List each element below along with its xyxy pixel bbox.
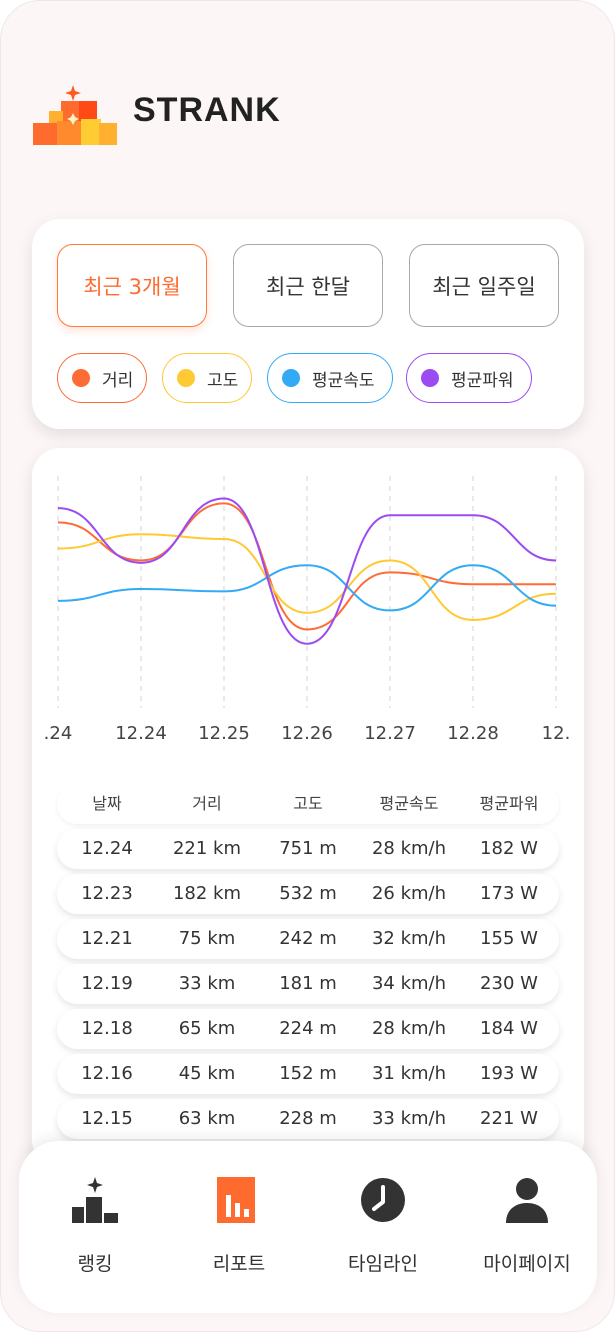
metric-chip-elevation[interactable]: 고도 (162, 353, 252, 403)
strank-logo-icon (33, 85, 117, 145)
cell-avg-power: 173 W (480, 883, 538, 904)
cell-date: 12.18 (81, 1018, 133, 1039)
table-row[interactable]: 12.19 33 km 181 m 34 km/h 230 W (57, 964, 559, 1004)
cell-elevation: 152 m (279, 1063, 337, 1084)
x-tick-label: 12.25 (198, 723, 250, 744)
series-line-3 (57, 497, 557, 645)
x-tick-label: 12.28 (447, 723, 499, 744)
table-row[interactable]: 12.16 45 km 152 m 31 km/h 193 W (57, 1054, 559, 1094)
table-row[interactable]: 12.24 221 km 751 m 28 km/h 182 W (57, 829, 559, 869)
x-tick-label: 12.27 (364, 723, 416, 744)
cell-distance: 65 km (178, 1018, 236, 1039)
cell-avg-speed: 28 km/h (371, 1018, 447, 1039)
cell-distance: 182 km (172, 883, 242, 904)
cell-avg-speed: 34 km/h (371, 973, 447, 994)
series-line-2 (57, 564, 557, 612)
cell-avg-speed: 33 km/h (371, 1108, 447, 1129)
nav-report[interactable]: 리포트 (167, 1141, 311, 1313)
cell-elevation: 228 m (279, 1108, 337, 1129)
header-avg-speed: 평균속도 (379, 794, 439, 813)
person-icon (506, 1178, 548, 1223)
nav-label: 리포트 (212, 1253, 266, 1275)
brand-name: STRANK (133, 91, 281, 129)
cell-elevation: 532 m (279, 883, 337, 904)
metric-label: 고도 (207, 370, 239, 391)
cell-avg-power: 184 W (480, 1018, 538, 1039)
report-icon (217, 1177, 255, 1223)
cell-date: 12.21 (81, 928, 133, 949)
period-label: 최근 한달 (266, 274, 350, 299)
cell-avg-power: 230 W (480, 973, 538, 994)
cell-date: 12.24 (81, 838, 133, 859)
x-tick-label: 12.26 (281, 723, 333, 744)
cell-date: 12.16 (81, 1063, 133, 1084)
x-tick-label: 12.24 (115, 723, 167, 744)
power-dot-icon (421, 369, 439, 387)
series-line-0 (57, 502, 556, 631)
cell-avg-power: 193 W (480, 1063, 538, 1084)
header-distance: 거리 (192, 794, 222, 813)
cell-date: 12.19 (81, 973, 133, 994)
cell-elevation: 242 m (279, 928, 337, 949)
cell-avg-power: 155 W (480, 928, 538, 949)
cell-elevation: 181 m (279, 973, 337, 994)
header-avg-power: 평균파워 (479, 794, 539, 813)
period-label: 최근 일주일 (432, 274, 536, 299)
metric-label: 평균파워 (451, 370, 514, 391)
cell-distance: 63 km (178, 1108, 236, 1129)
speed-dot-icon (282, 369, 300, 387)
cell-date: 12.23 (81, 883, 133, 904)
metric-chip-avg-speed[interactable]: 평균속도 (267, 353, 393, 403)
cell-elevation: 224 m (279, 1018, 337, 1039)
cell-avg-power: 182 W (480, 838, 538, 859)
app-header: STRANK (31, 83, 431, 147)
period-1-month-button[interactable]: 최근 한달 (233, 244, 383, 327)
nav-label: 타임라인 (348, 1253, 418, 1275)
ranking-icon (72, 1177, 118, 1223)
metric-chip-avg-power[interactable]: 평균파워 (406, 353, 532, 403)
clock-icon (361, 1178, 405, 1222)
table-header: 날짜 거리 고도 평균속도 평균파워 (57, 784, 559, 824)
cell-elevation: 751 m (279, 838, 337, 859)
cell-date: 12.15 (81, 1108, 133, 1129)
period-1-week-button[interactable]: 최근 일주일 (409, 244, 559, 327)
distance-dot-icon (72, 369, 90, 387)
cell-distance: 45 km (178, 1063, 236, 1084)
cell-avg-speed: 28 km/h (371, 838, 447, 859)
nav-label: 마이페이지 (483, 1253, 571, 1275)
cell-avg-speed: 31 km/h (371, 1063, 447, 1084)
x-tick-label: 12. (542, 723, 571, 744)
elevation-dot-icon (177, 369, 195, 387)
header-elevation: 고도 (293, 794, 323, 813)
table-row[interactable]: 12.21 75 km 242 m 32 km/h 155 W (57, 919, 559, 959)
nav-label: 랭킹 (77, 1253, 113, 1275)
line-chart: .24 12.24 12.25 12.26 12.27 12.28 12. (44, 476, 571, 744)
nav-mypage[interactable]: 마이페이지 (455, 1141, 599, 1313)
table-row[interactable]: 12.18 65 km 224 m 28 km/h 184 W (57, 1009, 559, 1049)
period-3-months-button[interactable]: 최근 3개월 (57, 244, 207, 327)
bottom-nav: 랭킹 리포트 타임라인 마이페이지 (19, 1141, 597, 1313)
x-tick-label: .24 (44, 723, 73, 744)
nav-ranking[interactable]: 랭킹 (23, 1141, 167, 1313)
header-date: 날짜 (92, 794, 122, 813)
metric-label: 평균속도 (312, 370, 375, 391)
period-label: 최근 3개월 (83, 274, 181, 299)
table-row[interactable]: 12.15 63 km 228 m 33 km/h 221 W (57, 1099, 559, 1139)
table-row[interactable]: 12.23 182 km 532 m 26 km/h 173 W (57, 874, 559, 914)
filter-card: 최근 3개월 최근 한달 최근 일주일 거리 고도 평균속도 평균파워 (32, 219, 584, 429)
cell-distance: 33 km (178, 973, 236, 994)
cell-avg-speed: 26 km/h (371, 883, 447, 904)
cell-distance: 221 km (172, 838, 242, 859)
cell-distance: 75 km (178, 928, 236, 949)
series-line-1 (57, 533, 557, 621)
nav-timeline[interactable]: 타임라인 (311, 1141, 455, 1313)
report-card: .24 12.24 12.25 12.26 12.27 12.28 12. 날짜 거리 고도… (32, 448, 584, 1168)
cell-avg-power: 221 W (480, 1108, 538, 1129)
metric-chip-distance[interactable]: 거리 (57, 353, 147, 403)
cell-avg-speed: 32 km/h (371, 928, 447, 949)
metric-label: 거리 (102, 370, 134, 391)
